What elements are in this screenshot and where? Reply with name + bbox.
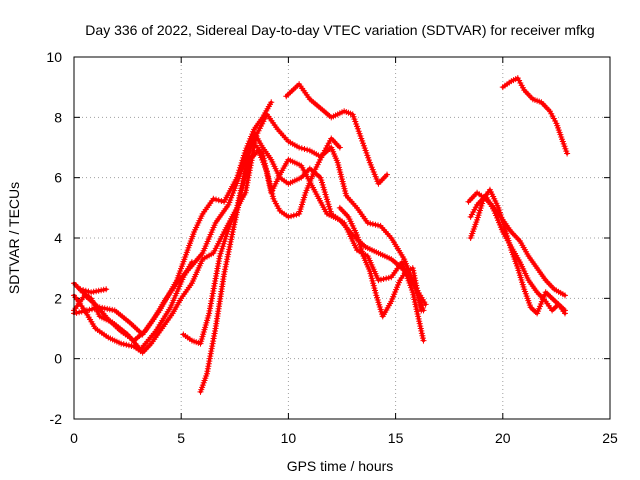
data-point-marker [564,150,571,157]
x-tick-label: 5 [177,430,185,446]
data-point-marker [288,213,295,220]
y-tick-label: 0 [54,351,62,367]
data-point-marker [384,171,391,178]
data-point-marker [109,306,116,313]
y-tick-label: 2 [54,290,62,306]
data-point-marker [420,337,427,344]
series-arc-7 [197,135,343,395]
data-point-marker [215,197,222,204]
data-point-marker [90,288,97,295]
x-tick-label: 10 [281,430,297,446]
data-point-marker [268,99,275,106]
data-point-marker [293,211,300,218]
data-point-marker [561,292,568,299]
data-point-marker [82,287,89,294]
data-point-marker [561,310,568,317]
data-point-marker [88,289,95,296]
data-point-marker [99,304,106,311]
data-point-marker [94,304,101,311]
x-axis-label: GPS time / hours [287,458,394,474]
chart-title: Day 336 of 2022, Sidereal Day-to-day VTE… [85,22,594,38]
series-arc-13 [499,75,571,157]
data-point-marker [367,220,374,227]
data-point-marker [120,341,127,348]
data-point-marker [375,222,382,229]
data-point-marker [104,305,111,312]
y-tick-label: -2 [50,411,63,427]
data-point-marker [85,288,92,295]
data-point-marker [106,306,113,313]
y-tick-label: 10 [46,49,62,65]
y-tick-label: 6 [54,170,62,186]
y-tick-label: 8 [54,109,62,125]
data-point-marker [301,146,308,153]
y-tick-label: 4 [54,230,62,246]
y-axis-label: SDTVAR / TECUs [6,182,22,294]
data-point-marker [304,146,311,153]
data-point-marker [378,276,385,283]
data-point-marker [101,305,108,312]
series-arc-9 [336,204,425,320]
data-point-marker [385,274,392,281]
data-point-marker [213,196,220,203]
data-point-marker [93,288,100,295]
data-point-marker [210,195,217,202]
data-point-marker [369,221,376,228]
data-point-marker [336,144,343,151]
series-arc-6 [180,111,429,347]
series-arc-12 [467,192,568,317]
data-point-marker [118,340,125,347]
data-point-marker [296,144,303,151]
data-point-marker [364,219,371,226]
series-arc-4 [77,286,110,296]
x-tick-label: 20 [495,430,511,446]
data-point-marker [298,145,305,152]
data-point-marker [372,221,379,228]
data-point-marker [77,286,84,293]
data-point-marker [125,342,132,349]
data-point-marker [418,307,425,314]
x-tick-label: 15 [388,430,404,446]
data-point-marker [73,309,80,316]
data-point-marker [123,341,130,348]
data-point-marker [290,212,297,219]
data-point-marker [375,277,382,284]
data-series [71,75,571,395]
x-tick-label: 0 [70,430,78,446]
data-point-marker [128,342,135,349]
data-point-marker [285,213,292,220]
data-point-marker [86,306,93,313]
data-point-marker [96,304,103,311]
data-point-marker [103,286,110,293]
data-point-marker [95,287,102,294]
data-point-marker [80,287,87,294]
data-point-marker [422,301,429,308]
data-point-marker [383,275,390,282]
data-point-marker [91,305,98,312]
data-point-marker [76,309,83,316]
plot-frame [73,56,611,420]
data-point-marker [98,287,105,294]
data-point-marker [218,198,225,205]
data-point-marker [100,286,107,293]
series-arc-3 [71,138,427,338]
data-point-marker [380,276,387,283]
axis-ticks: 0 5 10 15 20 25 -2 0 2 4 6 8 10 [46,49,618,446]
series-arc-8 [283,81,391,187]
x-tick-label: 25 [602,430,618,446]
data-point-marker [89,306,96,313]
